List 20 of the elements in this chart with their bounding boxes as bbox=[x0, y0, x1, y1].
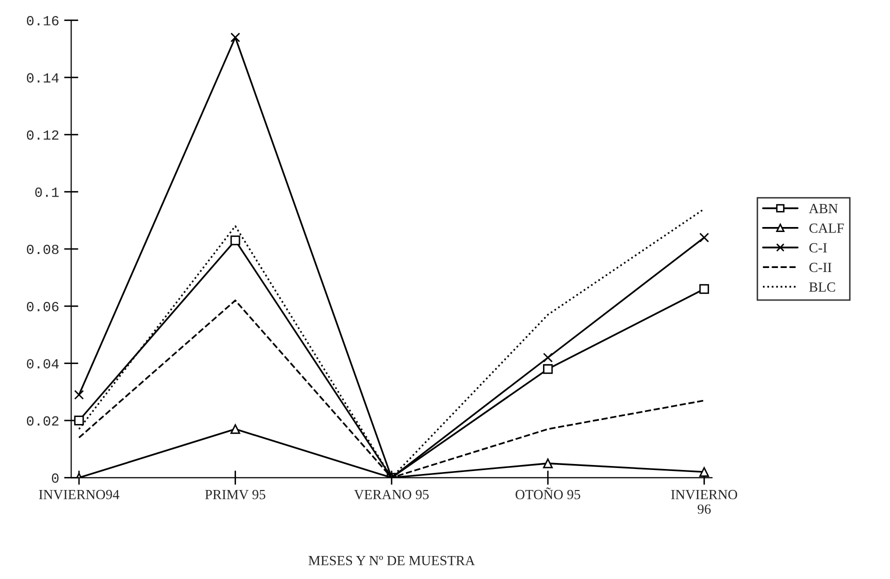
y-tick-label: 0.16 bbox=[26, 16, 58, 26]
y-tick-label: 0.02 bbox=[26, 416, 58, 426]
legend-label: ABN bbox=[808, 204, 838, 214]
y-tick-label: 0.14 bbox=[26, 73, 59, 83]
y-tick-label: 0.06 bbox=[26, 302, 58, 312]
y-tick-label: 0.1 bbox=[35, 188, 59, 197]
legend-label: CALF bbox=[809, 224, 844, 233]
y-tick-label: 0.08 bbox=[26, 244, 58, 254]
y-tick-label: 0 bbox=[52, 473, 59, 483]
legend-label: C-I bbox=[809, 243, 827, 252]
legend-label: C-II bbox=[809, 262, 832, 272]
x-axis-title: MESES Y Nº DE MUESTRA bbox=[308, 556, 475, 566]
x-tick-label: INVIERNO 96 bbox=[671, 490, 738, 514]
legend-label: BLC bbox=[809, 282, 836, 292]
x-tick-label: PRIMV 95 bbox=[205, 490, 266, 500]
x-tick-label: OTOÑO 95 bbox=[516, 488, 580, 500]
y-tick-label: 0.04 bbox=[26, 359, 59, 368]
x-tick-label: INVIERNO94 bbox=[39, 490, 120, 500]
x-tick-label: VERANO 95 bbox=[354, 490, 429, 500]
y-tick-label: 0.12 bbox=[26, 130, 58, 140]
